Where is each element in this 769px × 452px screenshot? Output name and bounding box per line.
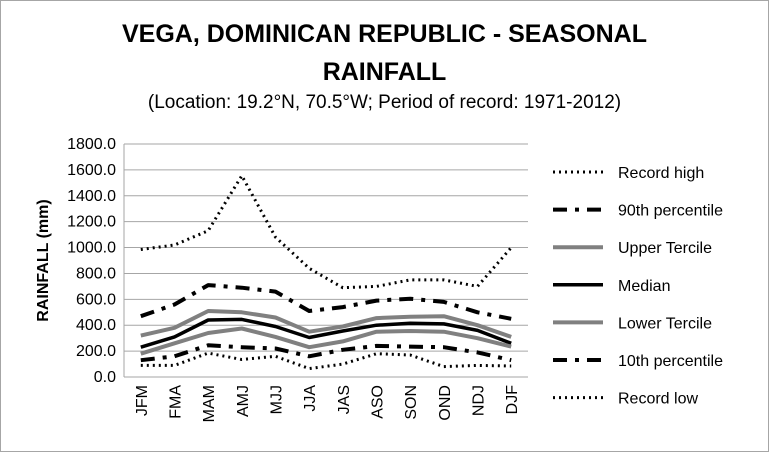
legend-label: Record low: [618, 391, 698, 408]
y-tick-label: 800.0: [76, 265, 116, 282]
x-tick-label: ASO: [370, 385, 387, 419]
y-tick-label: 1200.0: [67, 214, 116, 231]
x-tick-label: JJA: [302, 385, 319, 412]
series-line-record-low: [140, 351, 512, 371]
chart-subtitle: (Location: 19.2°N, 70.5°W; Period of rec…: [147, 92, 622, 113]
x-tick-label: FMA: [168, 385, 185, 419]
x-tick-label: SON: [403, 385, 420, 420]
legend-label: 90th percentile: [618, 203, 723, 220]
series-line-upper-tercile: [140, 309, 512, 339]
x-tick-label: MJJ: [269, 385, 286, 414]
series-line-record-high: [140, 174, 513, 290]
series-line-lower-tercile: [140, 326, 512, 356]
x-tick-label: NDJ: [471, 385, 488, 416]
chart-title-line2: RAINFALL: [322, 58, 447, 86]
legend-label: Lower Tercile: [618, 315, 712, 332]
y-tick-label: 400.0: [76, 317, 116, 334]
series-line-90th-percentile: [140, 283, 512, 321]
x-tick-label: JAS: [336, 385, 353, 414]
y-tick-label: 1400.0: [67, 188, 116, 205]
series-line-median: [140, 317, 512, 349]
y-tick-label: 0.0: [94, 369, 116, 386]
series-line-10th-percentile: [140, 343, 512, 363]
y-tick-label: 1600.0: [67, 162, 116, 179]
y-tick-label: 200.0: [76, 343, 116, 360]
y-tick-label: 600.0: [76, 291, 116, 308]
x-tick-label: JFM: [134, 385, 151, 416]
chart-title: VEGA, DOMINICAN REPUBLIC - SEASONAL: [121, 20, 648, 48]
legend-label: Median: [618, 278, 670, 295]
y-tick-label: 1000.0: [67, 240, 116, 257]
x-tick-label: DJF: [504, 385, 521, 415]
legend-label: 10th percentile: [618, 353, 723, 370]
y-axis-label: RAINFALL (mm): [35, 199, 52, 321]
legend-label: Record high: [618, 165, 704, 182]
x-tick-label: AMJ: [235, 385, 252, 417]
y-tick-label: 1800.0: [67, 136, 116, 153]
x-tick-label: MAM: [201, 385, 218, 422]
legend-label: Upper Tercile: [618, 240, 712, 257]
x-tick-label: OND: [437, 385, 454, 421]
